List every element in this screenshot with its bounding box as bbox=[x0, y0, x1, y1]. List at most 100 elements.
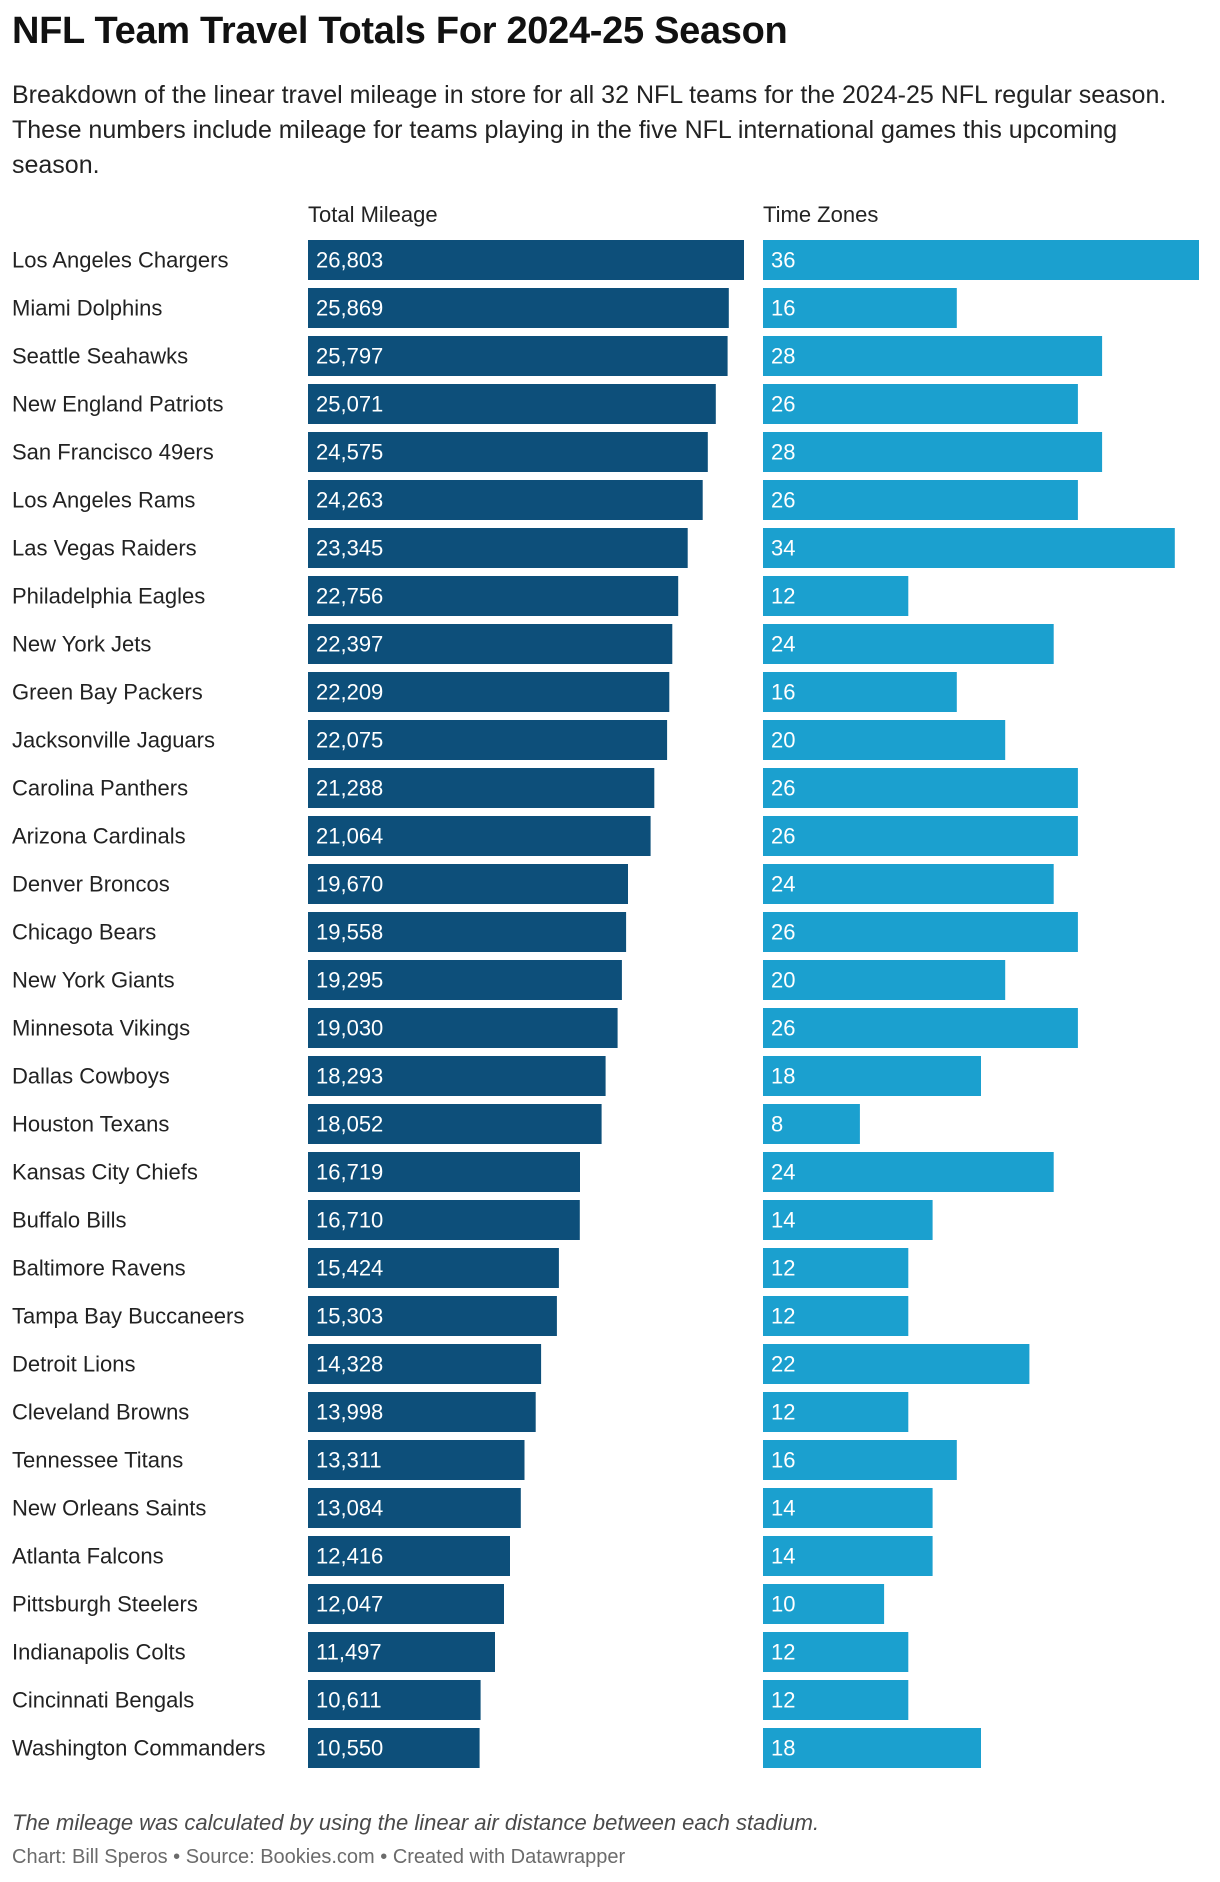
team-label: New England Patriots bbox=[12, 392, 224, 417]
timezone-bar bbox=[763, 960, 1006, 1000]
team-label: New York Jets bbox=[12, 632, 151, 657]
mileage-value-label: 19,558 bbox=[316, 920, 383, 945]
mileage-value-label: 19,295 bbox=[316, 968, 383, 993]
timezone-value-label: 16 bbox=[771, 680, 795, 705]
mileage-bar bbox=[308, 288, 729, 328]
team-label: Denver Broncos bbox=[12, 872, 170, 897]
timezone-bar bbox=[763, 720, 1006, 760]
team-label: Cleveland Browns bbox=[12, 1400, 189, 1425]
timezone-bar bbox=[763, 912, 1078, 952]
mileage-value-label: 22,397 bbox=[316, 632, 383, 657]
team-label: Houston Texans bbox=[12, 1112, 169, 1137]
mileage-value-label: 18,052 bbox=[316, 1112, 383, 1137]
mileage-bar bbox=[308, 1536, 510, 1576]
team-label: Kansas City Chiefs bbox=[12, 1160, 198, 1185]
mileage-value-label: 13,998 bbox=[316, 1400, 383, 1425]
timezone-bar bbox=[763, 576, 909, 616]
timezone-value-label: 8 bbox=[771, 1112, 783, 1137]
chart-note: The mileage was calculated by using the … bbox=[12, 1810, 820, 1835]
timezone-value-label: 16 bbox=[771, 1448, 795, 1473]
mileage-value-label: 12,047 bbox=[316, 1592, 383, 1617]
timezone-bar bbox=[763, 1104, 860, 1144]
header-time-zones: Time Zones bbox=[763, 202, 878, 227]
chart-subtitle: Breakdown of the linear travel mileage i… bbox=[12, 81, 1167, 179]
timezone-value-label: 26 bbox=[771, 1016, 795, 1041]
timezone-value-label: 18 bbox=[771, 1064, 795, 1089]
timezone-value-label: 28 bbox=[771, 344, 795, 369]
mileage-value-label: 21,064 bbox=[316, 824, 383, 849]
team-label: Los Angeles Chargers bbox=[12, 248, 228, 273]
mileage-value-label: 11,497 bbox=[316, 1640, 382, 1665]
timezone-value-label: 20 bbox=[771, 728, 795, 753]
team-label: Tampa Bay Buccaneers bbox=[12, 1304, 244, 1329]
mileage-value-label: 15,303 bbox=[316, 1304, 383, 1329]
team-label: Miami Dolphins bbox=[12, 296, 162, 321]
mileage-bar bbox=[308, 1728, 480, 1768]
timezone-bar bbox=[763, 1632, 909, 1672]
mileage-bar bbox=[308, 1152, 580, 1192]
timezone-value-label: 20 bbox=[771, 968, 795, 993]
timezone-value-label: 14 bbox=[771, 1544, 795, 1569]
team-label: Cincinnati Bengals bbox=[12, 1688, 194, 1713]
mileage-value-label: 25,869 bbox=[316, 296, 383, 321]
mileage-value-label: 10,611 bbox=[316, 1688, 382, 1713]
team-label: Philadelphia Eagles bbox=[12, 584, 205, 609]
timezone-value-label: 12 bbox=[771, 1640, 795, 1665]
mileage-value-label: 19,030 bbox=[316, 1016, 383, 1041]
timezone-bar bbox=[763, 432, 1103, 472]
team-label: Minnesota Vikings bbox=[12, 1016, 190, 1041]
mileage-bar bbox=[308, 864, 628, 904]
mileage-value-label: 23,345 bbox=[316, 536, 383, 561]
mileage-value-label: 16,719 bbox=[316, 1160, 383, 1185]
timezone-bar bbox=[763, 1200, 933, 1240]
mileage-value-label: 24,575 bbox=[316, 440, 383, 465]
timezone-value-label: 24 bbox=[771, 1160, 795, 1185]
mileage-bar bbox=[308, 1584, 504, 1624]
timezone-bar bbox=[763, 1392, 909, 1432]
timezone-value-label: 12 bbox=[771, 1400, 795, 1425]
mileage-value-label: 26,803 bbox=[316, 248, 383, 273]
mileage-bar bbox=[308, 1344, 542, 1384]
mileage-bar bbox=[308, 384, 716, 424]
timezone-bar bbox=[763, 1248, 909, 1288]
mileage-bar bbox=[308, 1488, 521, 1528]
mileage-value-label: 25,071 bbox=[316, 392, 383, 417]
mileage-bar bbox=[308, 672, 670, 712]
mileage-bar bbox=[308, 1392, 536, 1432]
team-label: New Orleans Saints bbox=[12, 1496, 206, 1521]
timezone-value-label: 26 bbox=[771, 920, 795, 945]
timezone-value-label: 14 bbox=[771, 1208, 795, 1233]
mileage-value-label: 13,311 bbox=[316, 1448, 382, 1473]
bar-chart: Total Mileage Time Zones Los Angeles Charg… bbox=[12, 202, 1199, 1768]
chart-footer: Chart: Bill Speros • Source: Bookies.com… bbox=[12, 1846, 626, 1868]
mileage-bar bbox=[308, 528, 688, 568]
timezone-value-label: 12 bbox=[771, 1304, 795, 1329]
team-label: Indianapolis Colts bbox=[12, 1640, 186, 1665]
timezone-value-label: 14 bbox=[771, 1496, 795, 1521]
timezone-bar bbox=[763, 336, 1103, 376]
mileage-bar bbox=[308, 240, 744, 280]
timezone-bar bbox=[763, 1680, 909, 1720]
timezone-value-label: 34 bbox=[771, 536, 795, 561]
team-label: San Francisco 49ers bbox=[12, 440, 214, 465]
mileage-bar bbox=[308, 1008, 618, 1048]
team-label: Los Angeles Rams bbox=[12, 488, 195, 513]
mileage-bar bbox=[308, 576, 679, 616]
timezone-value-label: 26 bbox=[771, 392, 795, 417]
mileage-value-label: 22,209 bbox=[316, 680, 383, 705]
timezone-bar bbox=[763, 768, 1078, 808]
timezone-bar bbox=[763, 1344, 1030, 1384]
timezone-bar bbox=[763, 1536, 933, 1576]
mileage-value-label: 16,710 bbox=[316, 1208, 383, 1233]
timezone-bar bbox=[763, 1584, 885, 1624]
timezone-value-label: 26 bbox=[771, 776, 795, 801]
team-label: New York Giants bbox=[12, 968, 175, 993]
timezone-bar bbox=[763, 1008, 1078, 1048]
mileage-value-label: 22,075 bbox=[316, 728, 383, 753]
mileage-value-label: 12,416 bbox=[316, 1544, 383, 1569]
timezone-value-label: 26 bbox=[771, 824, 795, 849]
mileage-value-label: 13,084 bbox=[316, 1496, 383, 1521]
team-label: Washington Commanders bbox=[12, 1736, 266, 1761]
team-label: Pittsburgh Steelers bbox=[12, 1592, 198, 1617]
timezone-value-label: 18 bbox=[771, 1736, 795, 1761]
